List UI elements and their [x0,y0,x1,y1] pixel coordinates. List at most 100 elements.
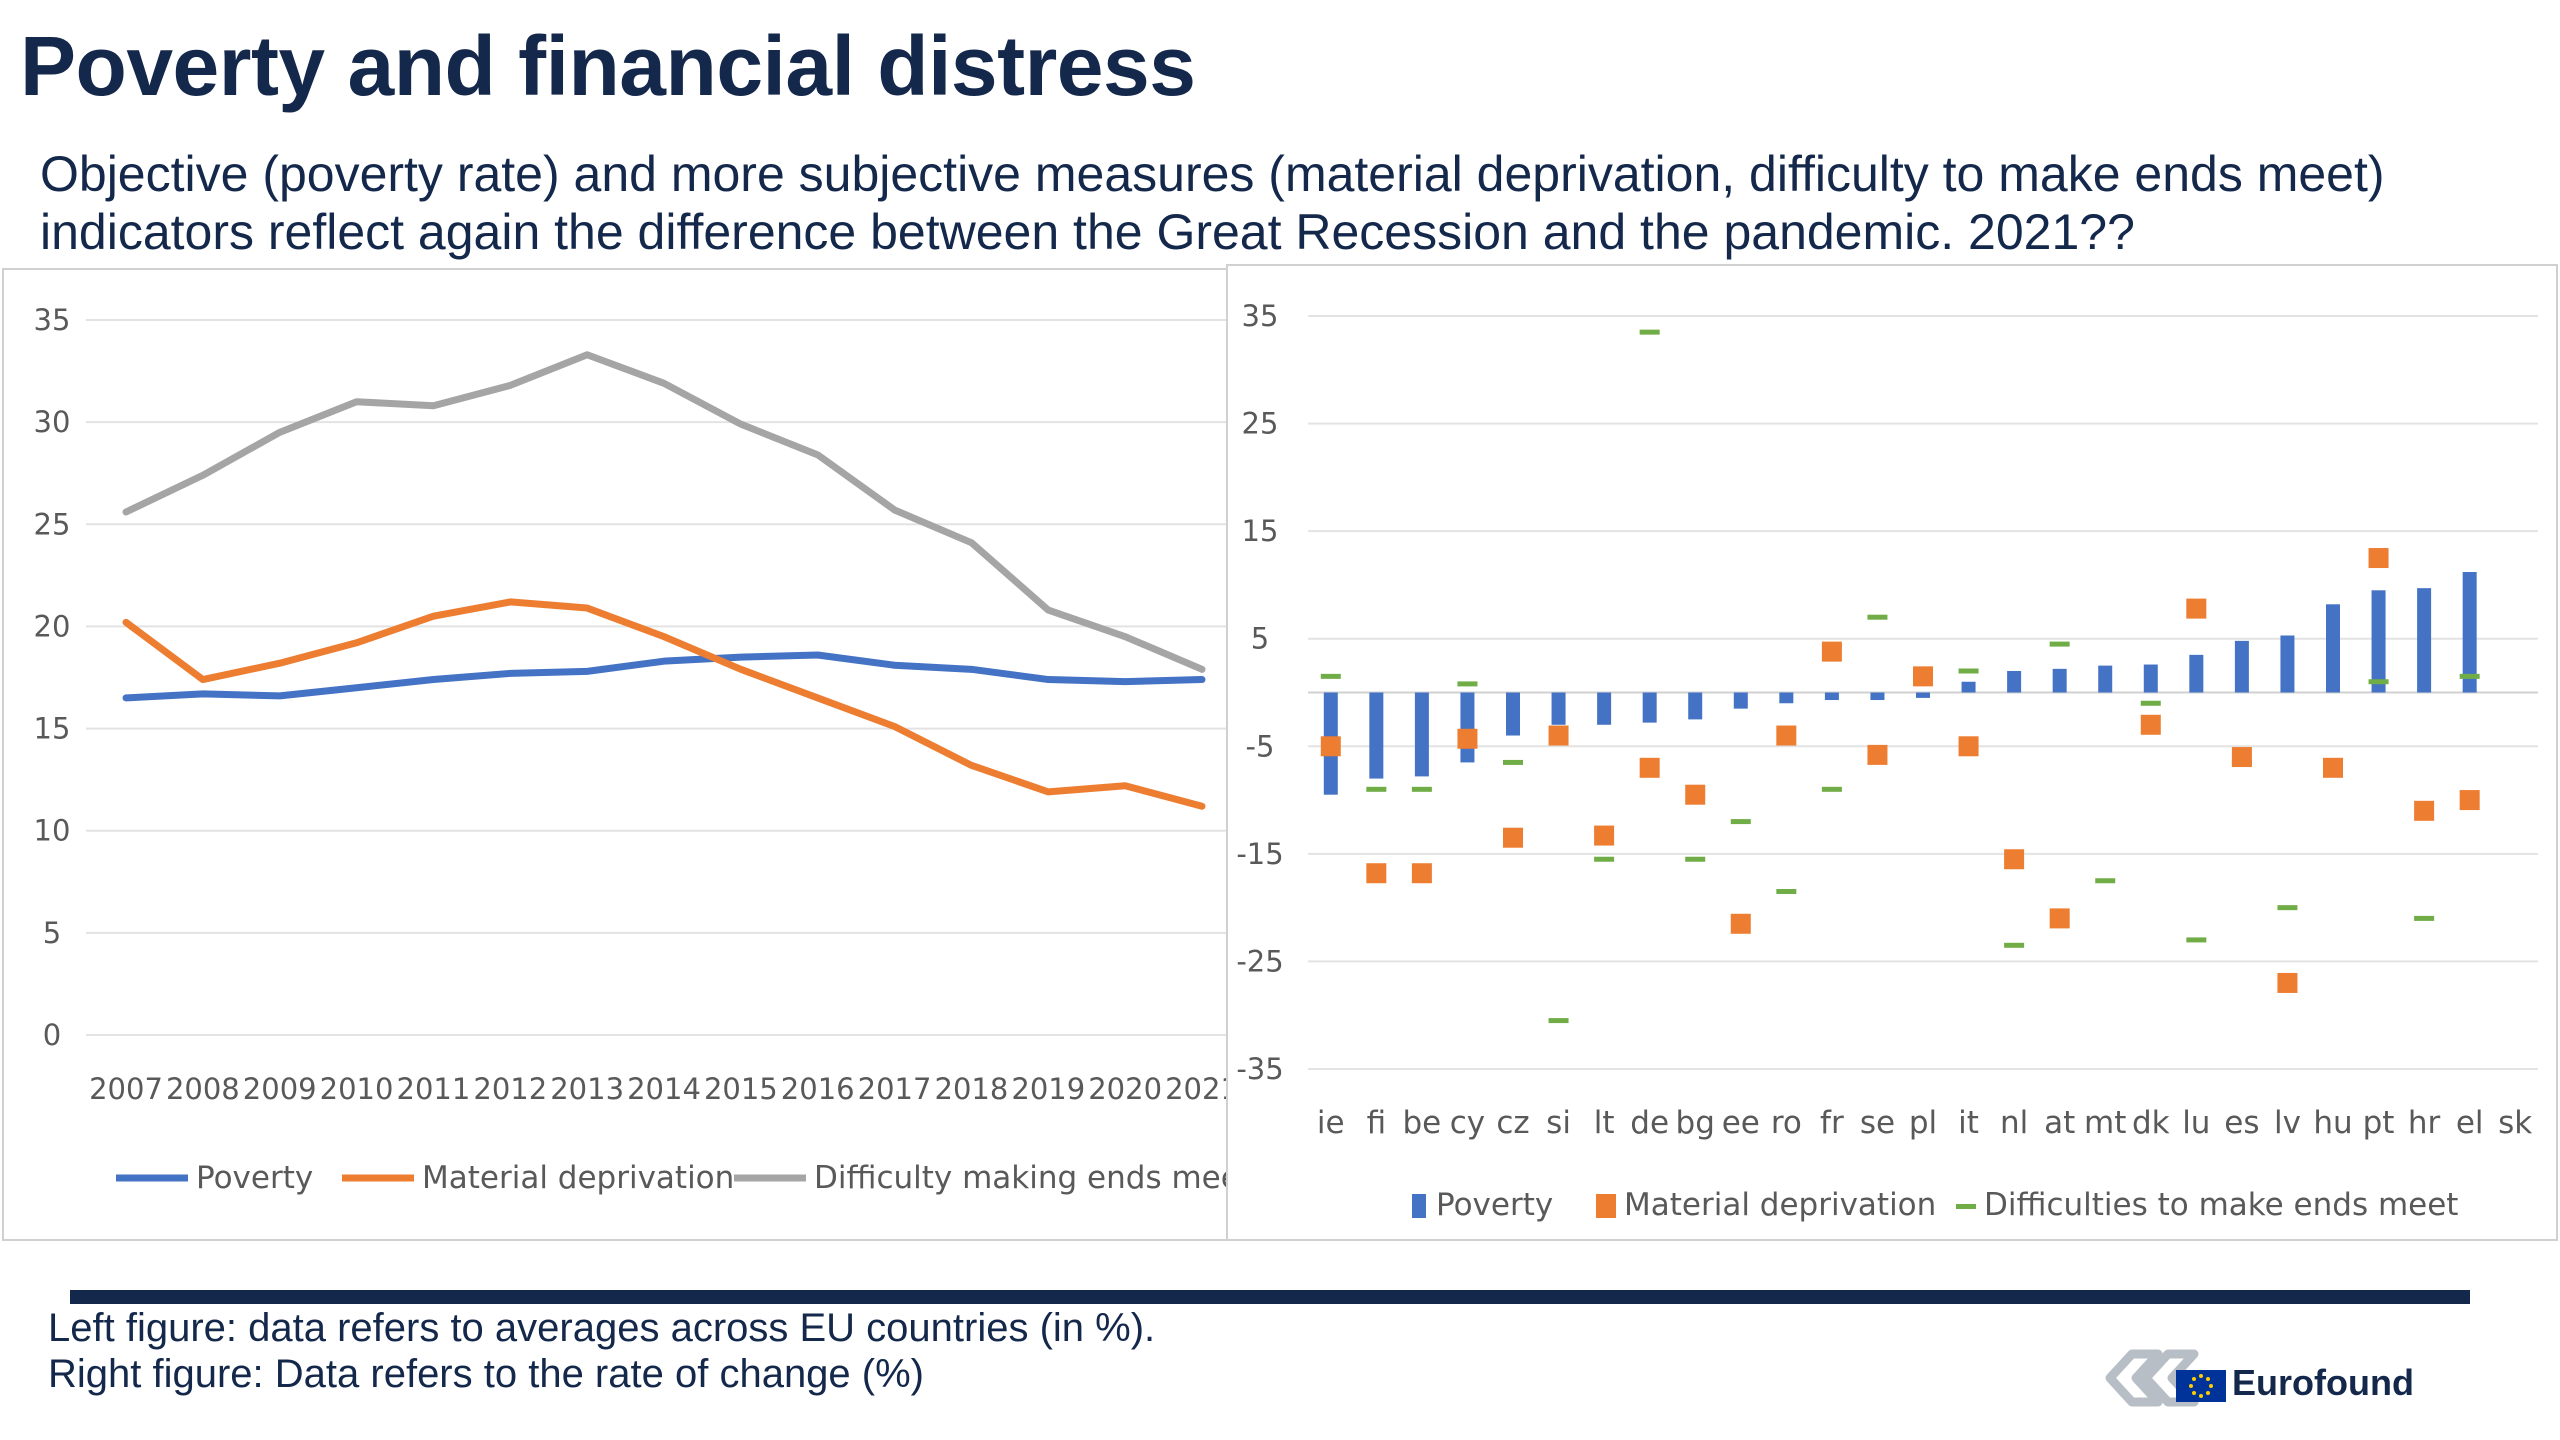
x-tick-label: 2015 [704,1072,778,1106]
material-deprivation-marker [1366,863,1387,884]
x-tick-label: ee [1722,1105,1760,1141]
x-tick-label: dk [2132,1105,2170,1141]
legend-swatch [1596,1194,1616,1218]
x-tick-label: 2010 [320,1072,394,1106]
material-deprivation-marker [1913,666,1933,687]
poverty-bar [2007,670,2022,693]
x-tick-label: cz [1496,1105,1529,1141]
x-tick-label: mt [2084,1105,2126,1141]
y-tick-label: 30 [34,405,71,439]
difficulty-marker [1548,1018,1569,1024]
y-tick-label: 15 [34,712,71,746]
x-tick-label: 2011 [397,1072,471,1106]
x-tick-label: 2018 [935,1072,1009,1106]
poverty-bar [1916,692,1930,698]
x-tick-label: el [2456,1105,2484,1141]
legend-label: Poverty [196,1160,313,1196]
difficulty-marker [2095,878,2116,884]
difficulty-marker [2368,679,2389,685]
legend-label: Difficulties to make ends meet [1984,1187,2458,1223]
difficulty-marker [1411,786,1432,792]
x-tick-label: lv [2274,1105,2301,1141]
difficulty-marker [1776,889,1797,895]
difficulty-marker [1867,614,1888,620]
difficulty-line [122,351,1206,673]
poverty-bar [1642,692,1657,723]
y-tick-label: -5 [1246,729,1275,763]
poverty-bar [1688,692,1703,720]
material-deprivation-marker [2277,972,2298,993]
x-tick-label: se [1860,1105,1895,1141]
legend-label: Poverty [1436,1187,1553,1223]
page-title: Poverty and financial distress [20,19,1196,113]
poverty-bar [1597,692,1612,725]
difficulty-marker [1958,668,1979,674]
material-deprivation-marker [2231,747,2252,768]
y-tick-label: 35 [34,303,71,337]
difficulty-marker [1821,786,1842,792]
difficulty-marker [2459,673,2480,679]
legend-swatch [1956,1204,1976,1209]
poverty-bar [1961,681,1976,693]
x-tick-label: 2021 [1165,1072,1230,1106]
difficulty-marker [2414,915,2435,921]
material-deprivation-marker [2049,908,2070,929]
material-deprivation-marker [1639,757,1660,778]
x-tick-label: 2007 [89,1072,163,1106]
poverty-bar [1506,692,1520,736]
x-tick-label: fi [1367,1105,1387,1141]
page-subtitle: Objective (poverty rate) and more subjec… [40,146,2385,260]
x-tick-label: si [1546,1105,1571,1141]
y-tick-label: 20 [34,609,71,643]
y-tick-label: -25 [1236,944,1283,978]
material-deprivation-marker [2459,790,2480,811]
y-tick-label: 25 [1242,407,1279,441]
x-tick-label: hr [2408,1105,2441,1141]
legend-label: Material deprivation [422,1160,734,1196]
material-deprivation-marker [2414,800,2435,821]
difficulty-marker [1685,856,1706,862]
x-tick-label: sk [2498,1105,2532,1141]
poverty-bar [2371,590,2386,693]
material-deprivation-marker [1457,728,1478,749]
material-deprivation-marker [1548,725,1569,746]
material-deprivation-marker [1867,744,1888,765]
footer-divider [70,1290,2470,1304]
poverty-bar [1460,692,1475,763]
y-tick-label: 35 [1242,299,1279,333]
poverty-bar [1369,692,1384,779]
x-tick-label: lt [1594,1105,1615,1141]
x-tick-label: 2014 [627,1072,701,1106]
poverty-bar [1870,692,1885,701]
poverty-bar [2052,668,2067,693]
material-deprivation-marker [2004,849,2025,870]
legend-swatch [1412,1194,1426,1218]
eurofound-logo-text: Eurofound [2232,1362,2414,1403]
difficulty-marker [2186,937,2207,943]
difficulty-marker [1457,681,1478,687]
eurofound-logo-mark [2105,1349,2226,1407]
difficulty-marker [2277,905,2298,911]
right-chart-panel: -35 -25 -15 -5 5 15 25 35 ie fi be cy cz si lt de bg ee ro… [1226,264,2558,1241]
x-tick-label: 2008 [166,1072,240,1106]
x-tick-label: ro [1771,1105,1802,1141]
material-deprivation-marker [1776,725,1797,746]
y-tick-label: 15 [1242,514,1279,548]
x-tick-label: 2016 [781,1072,855,1106]
material-deprivation-marker [1320,736,1341,757]
eurofound-logo: Eurofound [2100,1340,2430,1410]
material-deprivation-marker [2368,548,2389,569]
poverty-bar [2189,654,2204,693]
material-deprivation-marker [1958,736,1979,757]
x-tick-label: fr [1820,1105,1844,1141]
difficulty-marker [1594,856,1615,862]
difficulty-marker [1730,819,1751,825]
legend-label: Difficulty making ends meet [814,1160,1230,1196]
footnote-left-figure: Left figure: data refers to averages acr… [48,1306,1156,1350]
x-tick-label: pt [2363,1105,2395,1141]
difficulty-marker [1639,329,1660,335]
x-tick-label: 2012 [473,1072,547,1106]
x-tick-label: 2017 [858,1072,932,1106]
x-tick-label: 2019 [1011,1072,1085,1106]
